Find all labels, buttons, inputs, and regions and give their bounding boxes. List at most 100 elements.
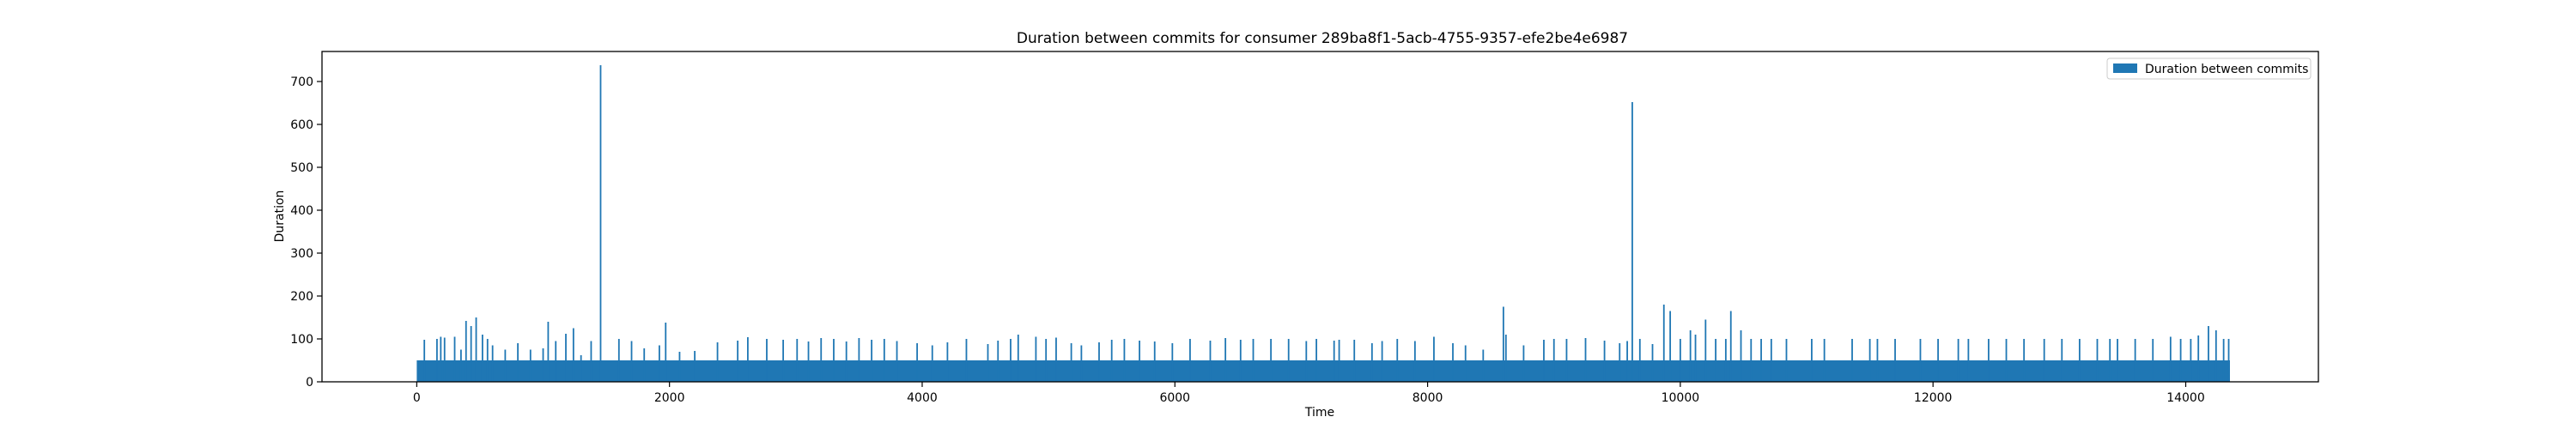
bar: [820, 338, 823, 382]
bar: [1098, 342, 1100, 382]
y-axis-label: Duration: [273, 190, 287, 243]
bar: [443, 337, 446, 382]
bar: [547, 322, 550, 382]
bar: [1139, 341, 1140, 382]
bar: [1070, 343, 1072, 382]
bar: [1662, 305, 1665, 382]
bar: [542, 348, 544, 382]
bar: [2179, 339, 2182, 382]
bar: [1552, 339, 1555, 382]
bar: [737, 341, 739, 382]
bar: [871, 340, 873, 382]
bar: [1010, 339, 1012, 382]
x-tick-label: 8000: [1413, 391, 1443, 405]
bar: [1287, 339, 1290, 382]
bar: [2109, 339, 2111, 382]
bar: [2023, 339, 2026, 382]
legend-swatch: [2113, 63, 2137, 73]
bar: [1153, 341, 1156, 382]
bar: [617, 339, 620, 382]
x-tick-label: 2000: [654, 391, 685, 405]
bar: [1760, 339, 1762, 382]
bar: [1785, 339, 1788, 382]
x-tick-label: 6000: [1159, 391, 1190, 405]
bar: [1209, 341, 1212, 382]
x-tick-label: 12000: [1914, 391, 1953, 405]
bar: [1045, 339, 1048, 382]
x-tick-label: 10000: [1662, 391, 1700, 405]
bar: [1811, 339, 1813, 382]
bar: [491, 345, 494, 382]
bar: [1239, 340, 1242, 382]
bar: [1452, 343, 1454, 382]
bar: [1724, 339, 1727, 382]
bar: [716, 342, 719, 382]
bar: [1189, 339, 1191, 382]
bar: [858, 338, 860, 382]
bar: [883, 339, 885, 382]
bar: [665, 323, 667, 382]
bars-layer: [416, 65, 2230, 382]
bar: [630, 341, 633, 382]
bar: [678, 352, 681, 382]
y-tick-label: 500: [290, 161, 313, 175]
bar: [1603, 341, 1606, 382]
bar: [1543, 340, 1545, 382]
bar: [504, 349, 507, 382]
bar: [1957, 339, 1959, 382]
x-tick-label: 0: [413, 391, 421, 405]
bar: [1851, 339, 1853, 382]
bar: [1894, 339, 1896, 382]
bar: [1370, 343, 1373, 382]
bar: [2227, 339, 2230, 382]
bar: [453, 336, 456, 382]
bar: [1689, 330, 1692, 382]
bar: [1638, 339, 1641, 382]
bar: [1876, 339, 1879, 382]
bar: [2197, 335, 2200, 382]
bar: [1381, 341, 1383, 382]
bar: [1919, 339, 1922, 382]
x-tick-label: 14000: [2166, 391, 2205, 405]
bar: [486, 339, 489, 382]
bar: [1740, 330, 1742, 382]
bar: [694, 351, 696, 382]
bar: [1035, 336, 1037, 382]
bar: [1433, 336, 1435, 382]
bar: [2005, 339, 2008, 382]
bar: [2152, 339, 2154, 382]
x-axis-label: Time: [1304, 406, 1334, 420]
y-tick-label: 0: [306, 376, 313, 390]
bar: [1502, 306, 1504, 382]
bar: [1017, 335, 1019, 382]
bar: [475, 317, 477, 382]
bar: [517, 343, 519, 382]
bar: [1305, 341, 1308, 382]
bar: [590, 341, 592, 382]
bar: [599, 65, 602, 382]
y-tick-label: 100: [290, 333, 313, 347]
bar: [833, 339, 835, 382]
bar: [1988, 339, 1990, 382]
bar: [2096, 339, 2099, 382]
bar: [1252, 339, 1255, 382]
bar: [1396, 339, 1399, 382]
bar: [1679, 339, 1681, 382]
bar: [1171, 343, 1174, 382]
bar: [796, 339, 799, 382]
bar: [423, 340, 426, 382]
bar: [766, 339, 768, 382]
bar: [1715, 339, 1716, 382]
y-tick-label: 400: [290, 204, 313, 218]
bar: [807, 341, 810, 382]
bar: [987, 344, 989, 382]
bar: [529, 349, 532, 382]
bar: [572, 328, 574, 382]
bar: [1631, 102, 1633, 382]
bar: [1270, 339, 1273, 382]
bar: [997, 341, 999, 382]
bar: [565, 334, 567, 382]
bar: [658, 345, 660, 382]
bar: [931, 345, 933, 382]
bar: [1729, 311, 1732, 382]
